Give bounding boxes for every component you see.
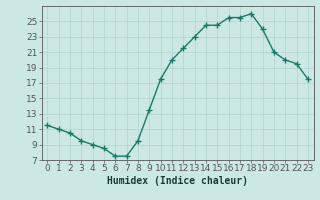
X-axis label: Humidex (Indice chaleur): Humidex (Indice chaleur) [107, 176, 248, 186]
